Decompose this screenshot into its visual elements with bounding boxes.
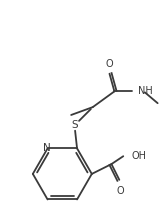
Text: OH: OH (131, 151, 146, 161)
Text: S: S (72, 120, 78, 130)
Text: O: O (117, 186, 124, 196)
Text: NH: NH (138, 86, 153, 96)
Text: N: N (43, 143, 50, 153)
Text: O: O (106, 59, 113, 69)
